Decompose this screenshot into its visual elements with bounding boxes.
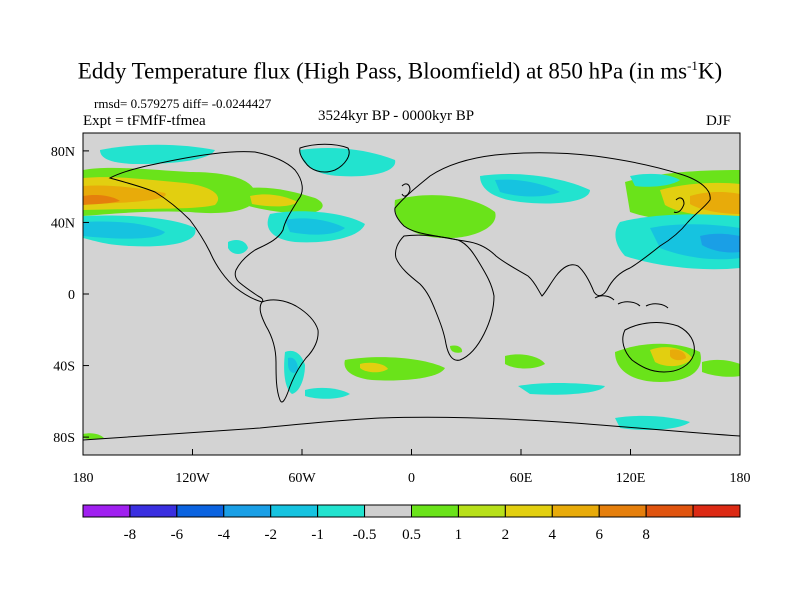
colorbar-swatch xyxy=(645,504,694,518)
flux-field xyxy=(83,144,740,440)
flux-region xyxy=(285,218,345,235)
y-tick-label: 40N xyxy=(51,216,75,231)
colorbar-swatch xyxy=(411,504,459,518)
flux-region xyxy=(305,387,350,399)
colorbar-label: 4 xyxy=(549,527,557,543)
colorbar-swatch xyxy=(129,504,178,518)
colorbar-label: -2 xyxy=(264,527,277,543)
colorbar-label: 6 xyxy=(595,527,603,543)
coastline-antarctica xyxy=(83,416,740,441)
flux-region xyxy=(83,221,165,239)
colorbar-label: -0.5 xyxy=(353,527,377,543)
colorbar-swatch xyxy=(551,504,600,518)
y-tick-label: 80S xyxy=(53,431,75,446)
coastline-africa xyxy=(395,234,495,361)
flux-region xyxy=(288,357,298,373)
flux-region xyxy=(360,362,388,373)
colorbar-swatch xyxy=(457,504,506,518)
coastline-south-america xyxy=(259,299,319,403)
y-tick-label: 80N xyxy=(51,145,75,160)
colorbar-swatch xyxy=(176,504,225,518)
flux-region xyxy=(83,433,104,440)
colorbar-swatch xyxy=(364,504,413,518)
map-tick-labels: 180 120W 60W 0 60E 120E 180 80N 40N 0 40S 80S xyxy=(51,145,751,486)
flux-region xyxy=(630,173,680,187)
flux-region xyxy=(228,240,248,254)
flux-region xyxy=(83,194,120,205)
colorbar-label: 8 xyxy=(642,527,650,543)
flux-region xyxy=(702,359,740,377)
colorbar-label: -8 xyxy=(124,527,137,543)
colorbar-swatch xyxy=(598,504,647,518)
period-label: 3524kyr BP - 0000kyr BP xyxy=(318,108,475,124)
colorbar-label: -6 xyxy=(171,527,184,543)
stats-text: rmsd= 0.579275 diff= -0.0244427 xyxy=(94,96,272,111)
x-tick-label: 60W xyxy=(288,471,316,486)
coastline-eurasia xyxy=(394,152,711,297)
map-ticks xyxy=(82,150,741,455)
x-tick-label: 180 xyxy=(73,471,94,486)
colorbar-swatch xyxy=(317,504,366,518)
y-tick-label: 40S xyxy=(53,360,75,375)
flux-region xyxy=(250,194,298,207)
map-title: Eddy Temperature flux (High Pass, Bloomf… xyxy=(77,58,723,84)
colorbar-label: 2 xyxy=(502,527,510,543)
flux-region xyxy=(450,345,463,353)
colorbar-swatch xyxy=(692,504,741,518)
coastline-australia xyxy=(622,322,695,373)
x-tick-label: 120E xyxy=(616,471,646,486)
coastline-north-america xyxy=(108,151,303,303)
x-tick-label: 60E xyxy=(510,471,533,486)
y-tick-label: 0 xyxy=(68,288,75,303)
coastline-greenland xyxy=(299,143,350,173)
flux-region xyxy=(495,179,560,197)
coastline-uk xyxy=(401,183,411,197)
flux-region xyxy=(615,415,690,430)
coastlines xyxy=(83,143,740,441)
flux-region xyxy=(394,195,496,239)
colorbar-swatch xyxy=(82,504,131,518)
coastline-japan xyxy=(673,197,685,213)
flux-region xyxy=(300,148,396,177)
experiment-label: Expt = tFMfF-tfmea xyxy=(83,113,206,129)
colorbar-label: -1 xyxy=(311,527,324,543)
flux-region xyxy=(518,383,605,395)
colorbar-swatch xyxy=(223,504,272,518)
coastline-indonesia xyxy=(594,295,669,309)
x-tick-label: 180 xyxy=(730,471,751,486)
colorbar-swatch xyxy=(504,504,553,518)
x-tick-label: 0 xyxy=(408,471,415,486)
flux-region xyxy=(700,233,740,253)
x-tick-label: 120W xyxy=(175,471,210,486)
colorbar-swatch xyxy=(270,504,319,518)
colorbar-label: 0.5 xyxy=(402,527,421,543)
flux-region xyxy=(505,354,545,369)
colorbar: -8 -6 -4 -2 -1 -0.5 0.5 1 2 4 6 8 xyxy=(82,504,741,543)
colorbar-label: 1 xyxy=(455,527,463,543)
flux-region xyxy=(100,144,215,164)
season-label: DJF xyxy=(706,113,732,129)
flux-region xyxy=(670,349,686,361)
colorbar-label: -4 xyxy=(218,527,231,543)
